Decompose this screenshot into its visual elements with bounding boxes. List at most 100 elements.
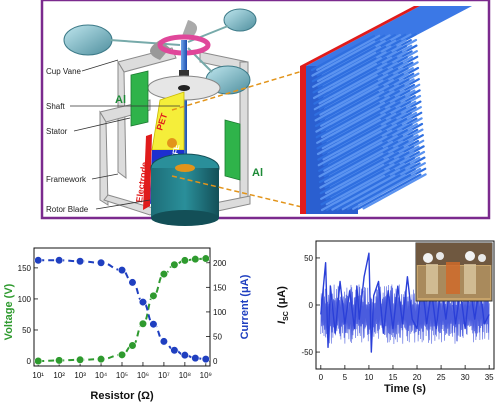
substrate-edge — [300, 66, 306, 214]
y-left-tick-label: 100 — [18, 295, 32, 304]
data-point-right — [138, 297, 148, 307]
nanowire-rod — [315, 102, 380, 139]
nanowire-array — [300, 6, 472, 214]
data-point-right — [75, 257, 85, 266]
isc-y-axis-label: ISC (μA) — [276, 286, 290, 324]
framework-label: Framework — [46, 175, 87, 184]
chart-left-points — [34, 254, 210, 366]
data-point-left — [117, 350, 127, 359]
rotor-base — [150, 153, 220, 226]
x-tick-label: 10⁶ — [137, 371, 149, 380]
y-right-tick-label: 0 — [213, 357, 218, 366]
data-point-right — [180, 351, 189, 360]
nanowire-rod — [362, 173, 427, 210]
chart-right-signal — [320, 252, 490, 353]
data-point-left — [180, 256, 189, 265]
nanowire-rod — [346, 173, 412, 211]
nanowire-rod — [324, 157, 390, 195]
time-tick-label: 25 — [437, 373, 446, 382]
inset-photo — [415, 242, 493, 302]
nanowire-rod — [316, 113, 381, 150]
nanowire-rods — [310, 33, 427, 212]
nanowire-rod — [320, 90, 385, 127]
nanowire-rod — [316, 40, 381, 77]
data-point-left — [170, 260, 179, 269]
fit-curve-right — [38, 259, 206, 361]
data-point-left — [149, 291, 158, 300]
al-stator-left — [130, 70, 149, 127]
nanowire-rod — [325, 163, 390, 200]
nanowire-rod — [352, 173, 417, 210]
data-point-right — [170, 346, 179, 355]
x-tick-label: 10⁷ — [158, 371, 170, 380]
data-point-right — [159, 337, 169, 346]
nanowire-rod — [318, 68, 383, 105]
data-point-left — [138, 319, 148, 328]
data-point-right — [34, 256, 43, 265]
data-point-left — [201, 254, 210, 263]
isc-signal-texture — [320, 284, 490, 345]
stator-label: Stator — [46, 127, 68, 136]
nanowire-rod — [319, 79, 384, 116]
y-left-tick-label: 50 — [22, 326, 31, 335]
isc-time-chart: 0 5 10 15 20 25 30 35 -50 0 50 ISC (μA) Time (s) — [276, 240, 495, 395]
nanowire-rod — [323, 135, 388, 172]
data-point-right — [201, 355, 210, 364]
data-point-left — [34, 356, 43, 366]
left-x-axis-label: Resistor (Ω) — [90, 390, 154, 402]
nanowire-rod — [314, 79, 379, 116]
nanowire-rod — [336, 174, 401, 211]
nanowire-rod — [357, 173, 422, 210]
isc-tick-label: 50 — [304, 254, 313, 263]
right-y-axis-label: Current (μA) — [239, 274, 251, 339]
time-tick-label: 20 — [413, 373, 422, 382]
x-tick-label: 10⁴ — [95, 371, 108, 380]
nanowire-rod — [341, 174, 406, 211]
al-label-left: Al — [115, 94, 126, 106]
nanowire-rod — [317, 51, 382, 88]
cup-vane — [63, 8, 257, 95]
x-tick-label: 10⁹ — [200, 371, 212, 380]
data-point-right — [55, 256, 64, 265]
nanowire-rod — [312, 62, 378, 100]
data-point-left — [55, 356, 64, 365]
y-right-tick-label: 100 — [213, 308, 227, 317]
data-point-right — [149, 320, 158, 329]
data-point-right — [96, 258, 106, 267]
nanowire-rod — [319, 158, 384, 195]
data-point-left — [128, 341, 137, 350]
nanowire-rod — [322, 129, 388, 167]
voltage-current-chart: 10¹ 10² 10³ 10⁴ 10⁵ 10⁶ 10⁷ 10⁸ 10⁹0501001500501… — [3, 247, 251, 402]
x-tick-label: 10⁵ — [116, 371, 128, 380]
nanowire-rod — [311, 40, 376, 77]
nanowire-rod — [324, 146, 389, 183]
data-point-left — [75, 355, 85, 364]
data-point-right — [128, 278, 137, 287]
chart-left-frame — [33, 247, 211, 367]
nanowire-rod — [331, 174, 396, 211]
nanowire-rod — [316, 118, 382, 156]
nanowire-rod — [319, 85, 384, 122]
nanowire-rod — [321, 113, 386, 150]
isc-tick-label: -50 — [301, 348, 313, 357]
nanowire-rod — [321, 107, 386, 144]
chart-right-ticks: 0 5 10 15 20 25 30 35 -50 0 50 — [301, 254, 494, 382]
cup-vane-label: Cup Vane — [46, 67, 82, 76]
y-right-tick-label: 200 — [213, 259, 227, 268]
left-y-axis-label: Voltage (V) — [3, 283, 15, 340]
data-point-right — [117, 266, 127, 275]
nanowire-rod — [312, 57, 377, 94]
nanowire-rod — [320, 169, 385, 206]
time-x-axis-label: Time (s) — [384, 383, 426, 395]
x-tick-label: 10³ — [74, 371, 86, 380]
y-left-tick-label: 150 — [18, 264, 32, 273]
nanowire-rod — [319, 152, 384, 189]
time-tick-label: 30 — [461, 373, 470, 382]
y-left-tick-label: 0 — [27, 357, 32, 366]
nanowire-rod — [322, 124, 387, 161]
nanowire-rod — [313, 74, 378, 111]
nanowire-rod — [318, 135, 383, 172]
time-tick-label: 0 — [319, 373, 324, 382]
x-tick-label: 10⁸ — [179, 371, 191, 380]
